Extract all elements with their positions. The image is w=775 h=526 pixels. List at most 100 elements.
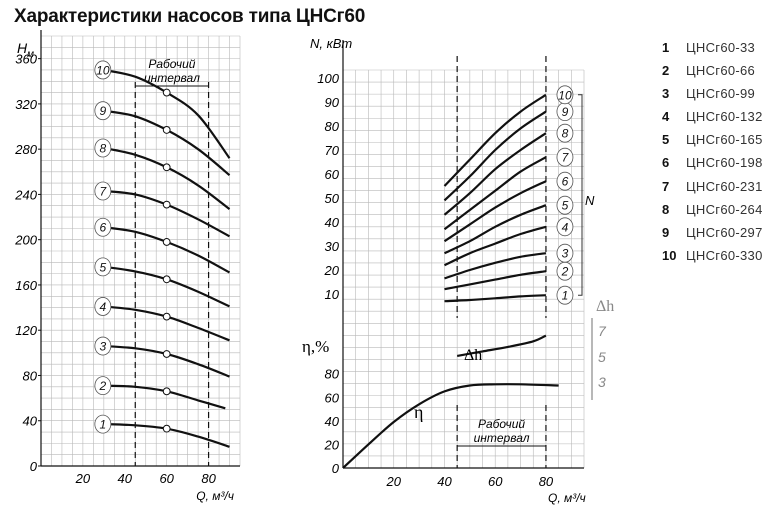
head-point-9 [162,126,171,134]
legend-number: 6 [662,155,670,171]
legend-label: ЦНСг60-198 [686,155,763,171]
efficiency-tick-label: 80 [325,367,340,382]
power-curve-label-2: 2 [561,265,569,279]
power-curve-label-5-circle [556,195,574,215]
head-curve-label-4-circle [94,297,112,316]
power-curve-2 [444,270,547,291]
head-curve-label-1-circle [94,414,112,434]
legend-item: 3 ЦНСг60-99 [662,82,763,105]
legend-item: 5 ЦНСг60-165 [662,128,763,151]
legend-label: ЦНСг60-297 [686,224,763,240]
power-curve-9 [443,110,547,202]
power-efficiency-chart: N, кВт η,% 10 20 30 40 50 60 70 80 90 100 0 20 40 60 80 2… [302,36,614,505]
head-point-5 [162,275,171,284]
y-tick-label: 40 [23,414,38,429]
head-curve-label-9: 9 [99,104,106,118]
legend-item: 10 ЦНСг60-330 [662,244,763,267]
x-tick-label: 40 [437,474,452,489]
y-tick-label: 80 [23,368,38,383]
y-tick-label: 0 [30,459,38,474]
legend-number: 2 [662,63,670,79]
efficiency-tick-label: 20 [324,437,340,452]
y-tick-label: 320 [15,97,37,112]
power-tick-label: 10 [325,287,340,302]
x-axis-label: Q, м³/ч [196,489,234,503]
power-axis-label: N, кВт [310,36,352,51]
power-tick-label: 50 [325,191,340,206]
efficiency-curve [342,383,559,469]
work-interval-label: интервал [144,71,200,85]
legend-item: 1 ЦНСг60-33 [662,36,763,59]
power-tick-label: 30 [325,239,340,254]
power-tick-label: 20 [324,263,340,278]
legend-label: ЦНСг60-66 [686,63,756,79]
legend-item: 8 ЦНСг60-264 [662,198,763,221]
legend: 1 ЦНСг60-33 2 ЦНСг60-66 3 ЦНСг60-99 4 ЦНСг60-13… [662,36,763,267]
y-tick-label: 280 [14,142,37,157]
head-point-10 [162,88,171,97]
x-tick-label: 20 [386,474,402,489]
power-curve-label-4: 4 [562,220,569,234]
efficiency-curve-label: η [414,402,423,422]
legend-number: 7 [662,178,670,194]
power-tick-label: 70 [325,143,340,158]
power-curve-label-3-circle [556,243,574,263]
legend-label: ЦНСг60-264 [686,201,763,217]
power-curve-5 [444,204,547,255]
head-curve-label-8-circle [94,138,112,158]
power-curve-10 [443,93,547,187]
power-curve-label-1-circle [556,285,574,305]
npsh-tick-label: 7 [598,323,607,339]
y-tick-label: 240 [14,187,37,202]
npsh-tick-label: 5 [598,349,606,365]
head-curve-label-1: 1 [99,418,106,432]
power-curve-label-6-circle [556,171,574,191]
legend-label: ЦНСг60-132 [686,109,763,125]
power-curve-label-8-circle [556,123,574,143]
power-curve-label-3: 3 [562,247,569,261]
efficiency-tick-label: 60 [325,390,340,405]
legend-number: 10 [662,247,677,263]
x-axis-label: Q, м³/ч [548,491,586,505]
y-tick-label: 200 [14,233,37,248]
legend-item: 7 ЦНСг60-231 [662,175,763,198]
legend-number: 4 [662,109,670,125]
power-tick-label: 40 [325,215,340,230]
head-point-4 [162,312,171,321]
power-tick-label: 100 [317,71,339,86]
y-axis-label-sub: м [27,49,34,60]
head-curve-label-3: 3 [99,340,106,354]
head-point-7 [162,200,171,209]
head-curve-label-6-circle [94,217,112,237]
legend-item: 9 ЦНСг60-297 [662,221,763,244]
power-bracket [578,94,583,296]
head-curve-label-5: 5 [99,260,106,274]
work-interval-label: Рабочий [148,57,195,71]
head-point-3 [162,350,171,358]
power-tick-label: 80 [325,119,340,134]
power-tick-label: 60 [325,167,340,182]
power-curve-8 [443,132,547,216]
head-point-8 [162,163,171,172]
y-tick-label: 120 [15,323,37,338]
power-curve-label-10-circle [556,85,574,105]
legend-label: ЦНСг60-33 [686,40,756,55]
head-curve-label-2-circle [94,376,112,396]
legend-number: 1 [662,40,670,55]
head-curve-label-2: 2 [98,379,106,393]
legend-label: ЦНСг60-99 [686,86,756,102]
y-tick-label: 160 [15,278,37,293]
head-point-2 [162,387,171,396]
power-curve-label-1: 1 [562,289,569,303]
head-curve-label-9-circle [94,101,112,121]
legend-item: 4 ЦНСг60-132 [662,105,763,128]
legend-item: 6 ЦНСг60-198 [662,151,763,174]
power-curve-4 [444,225,547,267]
head-point-1 [162,424,171,433]
legend-label: ЦНСг60-330 [686,247,763,263]
head-curve-label-4: 4 [99,300,106,314]
legend-label: ЦНСг60-231 [686,178,763,194]
power-curve-label-5: 5 [562,199,569,213]
